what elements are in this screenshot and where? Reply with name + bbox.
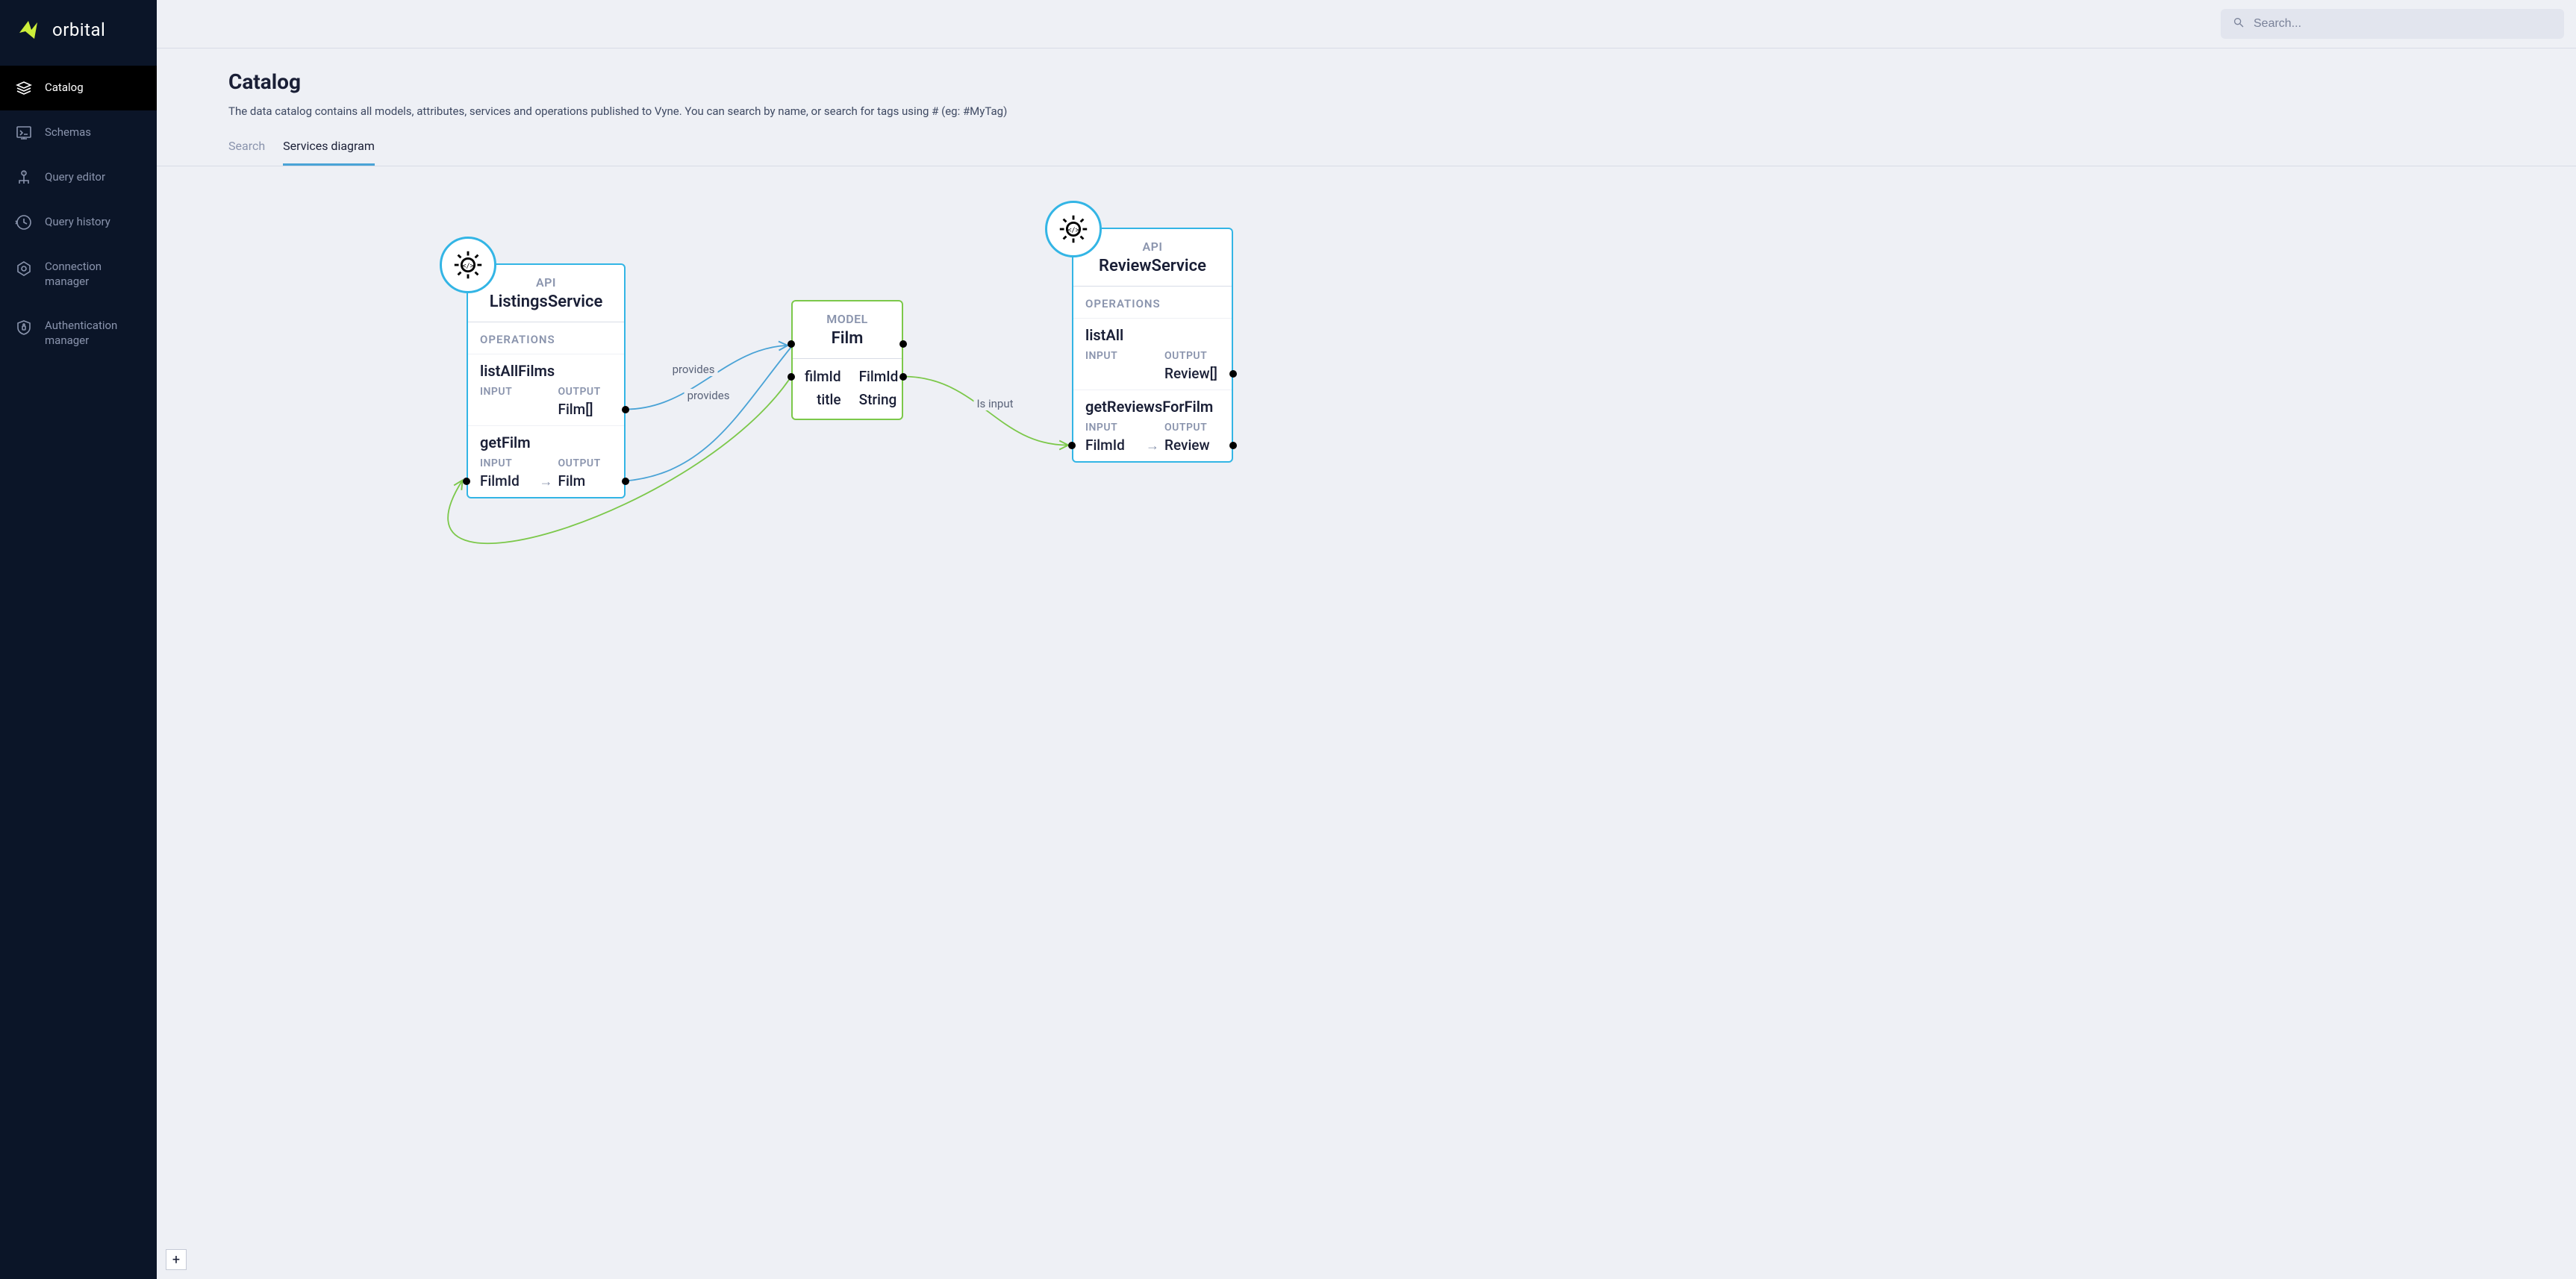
field-name: title [805,391,841,408]
authentication-manager-icon [15,319,33,337]
input-label: INPUT [1085,350,1141,362]
node-title: ListingsService [468,293,624,322]
search-box[interactable] [2221,9,2564,39]
api-node-listings[interactable]: </>APIListingsServiceOPERATIONSlistAllFi… [467,263,626,498]
port [622,406,629,413]
tab-services-diagram[interactable]: Services diagram [283,139,375,166]
operation-name: listAll [1073,319,1232,350]
operation: getFilmINPUT OUTPUT FilmId→Film [468,425,624,497]
node-title: Film [793,329,902,359]
input-label: INPUT [480,386,534,398]
sidebar-item-authentication-manager[interactable]: Authentication manager [0,304,157,363]
field-name: filmId [805,368,841,385]
sidebar-item-label: Schemas [45,125,91,140]
port [788,373,795,381]
sidebar-nav: Catalog Schemas ? Query editor Query his… [0,66,157,363]
port [899,340,907,348]
edge-label: Is input [973,397,1016,410]
operation: getReviewsForFilmINPUT OUTPUT FilmId→Revie… [1073,390,1232,461]
brand: orbital [0,0,157,66]
output-label: OUTPUT [558,457,613,469]
diagram-canvas[interactable]: </>APIListingsServiceOPERATIONSlistAllFi… [157,166,2576,1279]
output-type: Film[] [558,401,613,418]
output-type: Review[] [1164,365,1220,382]
search-icon [2233,16,2245,31]
operation-name: listAllFilms [468,354,624,386]
output-label: OUTPUT [558,386,613,398]
input-type: FilmId [1085,437,1141,454]
operation-name: getReviewsForFilm [1073,390,1232,422]
schemas-icon [15,124,33,142]
sidebar-item-label: Authentication manager [45,319,142,348]
query-editor-icon: ? [15,169,33,187]
tab-search[interactable]: Search [228,139,265,166]
sidebar-item-label: Query history [45,215,110,230]
output-type: Review [1164,437,1220,454]
tabs: Search Services diagram [228,139,2504,166]
operations-label: OPERATIONS [468,322,624,354]
operation: listAllFilmsINPUT OUTPUT Film[] [468,354,624,425]
zoom-in-button[interactable]: + [166,1249,187,1270]
api-node-reviews[interactable]: </>APIReviewServiceOPERATIONSlistAllINPU… [1072,228,1233,463]
output-label: OUTPUT [1164,350,1220,362]
gear-icon: </> [440,237,496,293]
main: Catalog The data catalog contains all mo… [157,0,2576,1279]
sidebar-item-query-history[interactable]: Query history [0,200,157,245]
query-history-icon [15,213,33,231]
input-label: INPUT [480,457,534,469]
field-type: String [859,391,899,408]
sidebar-item-query-editor[interactable]: ? Query editor [0,155,157,200]
connection-manager-icon [15,260,33,278]
page-description: The data catalog contains all models, at… [228,104,2504,118]
node-kind: MODEL [793,301,902,329]
page-header: Catalog The data catalog contains all mo… [157,49,2576,166]
model-node-film[interactable]: MODELFilm filmId FilmId title String [791,300,903,420]
operation: listAllINPUT OUTPUT Review[] [1073,318,1232,390]
brand-logo-icon [13,15,43,45]
arrow-icon [1144,365,1161,366]
sidebar: orbital Catalog Schemas ? Query editor Q… [0,0,157,1279]
arrow-icon: → [537,472,555,490]
svg-text:</>: </> [462,263,474,270]
page-title: Catalog [228,69,2504,94]
input-label: INPUT [1085,422,1141,434]
port [788,340,795,348]
port [1229,442,1237,449]
output-label: OUTPUT [1164,422,1220,434]
port [1068,442,1076,449]
edge-label: provides [670,363,718,376]
sidebar-item-label: Query editor [45,170,105,185]
sidebar-item-label: Catalog [45,81,84,96]
sidebar-item-schemas[interactable]: Schemas [0,110,157,155]
sidebar-item-connection-manager[interactable]: Connection manager [0,245,157,304]
node-title: ReviewService [1073,257,1232,287]
svg-text:</>: </> [1067,227,1079,234]
operation-name: getFilm [468,426,624,457]
input-type: FilmId [480,472,534,490]
port [1229,370,1237,378]
sidebar-item-catalog[interactable]: Catalog [0,66,157,110]
port [463,478,470,485]
port [899,373,907,381]
catalog-icon [15,79,33,97]
field-type: FilmId [859,368,899,385]
edge-label: provides [684,389,733,402]
arrow-icon: → [1144,437,1161,454]
output-type: Film [558,472,613,490]
search-input[interactable] [2254,17,2552,31]
port [622,478,629,485]
topbar [157,0,2576,49]
gear-icon: </> [1045,201,1102,257]
brand-name: orbital [52,19,105,40]
arrow-icon [537,401,555,402]
sidebar-item-label: Connection manager [45,260,142,289]
operations-label: OPERATIONS [1073,287,1232,318]
